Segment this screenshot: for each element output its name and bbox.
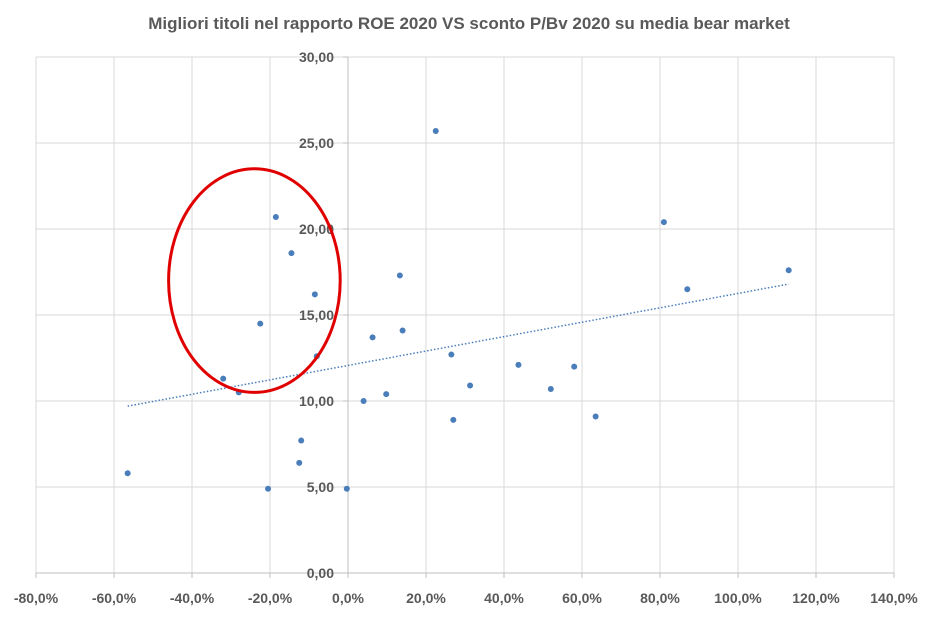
data-point bbox=[547, 385, 554, 392]
x-tick-label: 80,0% bbox=[640, 590, 680, 606]
linear-trendline bbox=[127, 283, 789, 407]
data-point bbox=[660, 219, 667, 226]
y-tick-label: 0,00 bbox=[307, 565, 334, 581]
y-tick-label: 20,00 bbox=[299, 221, 334, 237]
data-point bbox=[399, 327, 406, 334]
x-tick-label: -20,0% bbox=[248, 590, 293, 606]
annotations bbox=[167, 167, 342, 394]
gridlines bbox=[35, 56, 895, 574]
data-point bbox=[369, 334, 376, 341]
data-point bbox=[383, 391, 390, 398]
data-point bbox=[124, 470, 131, 477]
data-point bbox=[288, 250, 295, 257]
data-point bbox=[450, 416, 457, 423]
data-point bbox=[448, 351, 455, 358]
x-tick-label: -40,0% bbox=[170, 590, 215, 606]
data-point bbox=[265, 485, 272, 492]
data-point bbox=[257, 320, 264, 327]
x-tick-label: -80,0% bbox=[14, 590, 59, 606]
chart-title: Migliori titoli nel rapporto ROE 2020 VS… bbox=[148, 14, 790, 33]
data-point bbox=[396, 272, 403, 279]
x-tick-label: 0,0% bbox=[332, 590, 364, 606]
data-point bbox=[272, 213, 279, 220]
y-tick-label: 30,00 bbox=[299, 49, 334, 65]
data-points bbox=[124, 127, 792, 492]
x-tick-label: 40,0% bbox=[484, 590, 524, 606]
data-point bbox=[298, 437, 305, 444]
trendline-group bbox=[127, 283, 789, 407]
data-point bbox=[592, 413, 599, 420]
data-point bbox=[515, 361, 522, 368]
highlight-ellipse bbox=[167, 167, 342, 394]
data-point bbox=[220, 375, 227, 382]
x-tick-label: 100,0% bbox=[714, 590, 762, 606]
y-tick-label: 15,00 bbox=[299, 307, 334, 323]
tick-labels: 0,00 5,00 10,00 15,00 20,00 25,00 30,00 -80,0% -… bbox=[14, 49, 918, 606]
x-tick-label: -60,0% bbox=[92, 590, 137, 606]
data-point bbox=[785, 267, 792, 274]
data-point bbox=[311, 291, 318, 298]
y-tick-label: 10,00 bbox=[299, 393, 334, 409]
data-point bbox=[432, 127, 439, 134]
y-tick-label: 25,00 bbox=[299, 135, 334, 151]
x-tick-label: 120,0% bbox=[792, 590, 840, 606]
data-point bbox=[684, 286, 691, 293]
x-tick-label: 140,0% bbox=[870, 590, 918, 606]
x-tick-label: 20,0% bbox=[406, 590, 446, 606]
data-point bbox=[467, 382, 474, 389]
data-point bbox=[360, 398, 367, 404]
data-point bbox=[296, 459, 303, 466]
x-tick-label: 60,0% bbox=[562, 590, 602, 606]
data-point bbox=[571, 363, 578, 370]
axes bbox=[35, 56, 895, 578]
y-tick-label: 5,00 bbox=[307, 479, 334, 495]
data-point bbox=[343, 485, 350, 492]
